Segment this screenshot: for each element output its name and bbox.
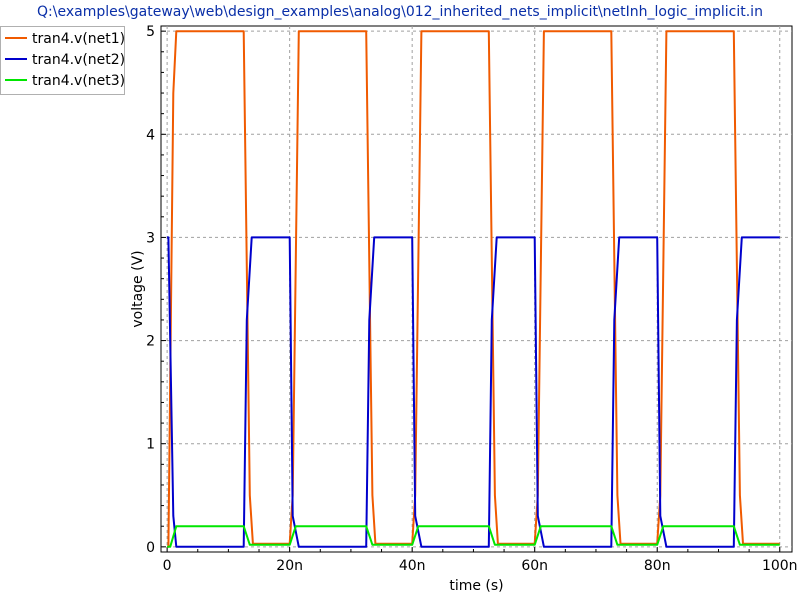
x-tick-label: 100n <box>762 558 798 574</box>
x-tick-label: 60n <box>521 558 548 574</box>
series-line-2 <box>167 236 780 548</box>
axis-ticks: 0 20n 40n 60n 80n 100n 0 1 2 3 4 5 <box>146 24 797 574</box>
x-tick-label: 20n <box>276 558 303 574</box>
legend: tran4.v(net1) tran4.v(net2) tran4.v(net3) <box>0 26 125 95</box>
y-tick-label: 1 <box>146 437 155 453</box>
series-layer <box>167 30 780 548</box>
y-tick-label: 4 <box>146 127 155 143</box>
x-tick-label: 80n <box>644 558 671 574</box>
y-tick-label: 2 <box>146 334 155 350</box>
chart-title: Q:\examples\gateway\web\design_examples\… <box>37 4 763 20</box>
grid <box>161 26 792 552</box>
y-axis-label: voltage (V) <box>130 250 146 327</box>
legend-entry-2: tran4.v(net2) <box>32 52 125 68</box>
y-tick-label: 3 <box>146 230 155 246</box>
y-tick-label: 0 <box>146 540 155 556</box>
x-axis-label: time (s) <box>449 578 503 594</box>
legend-entry-1: tran4.v(net1) <box>32 31 125 47</box>
plot-area <box>160 25 793 553</box>
x-tick-label: 40n <box>399 558 426 574</box>
legend-entry-3: tran4.v(net3) <box>32 73 125 89</box>
series-line-3 <box>167 525 780 548</box>
y-tick-label: 5 <box>146 24 155 40</box>
x-tick-label: 0 <box>163 558 172 574</box>
